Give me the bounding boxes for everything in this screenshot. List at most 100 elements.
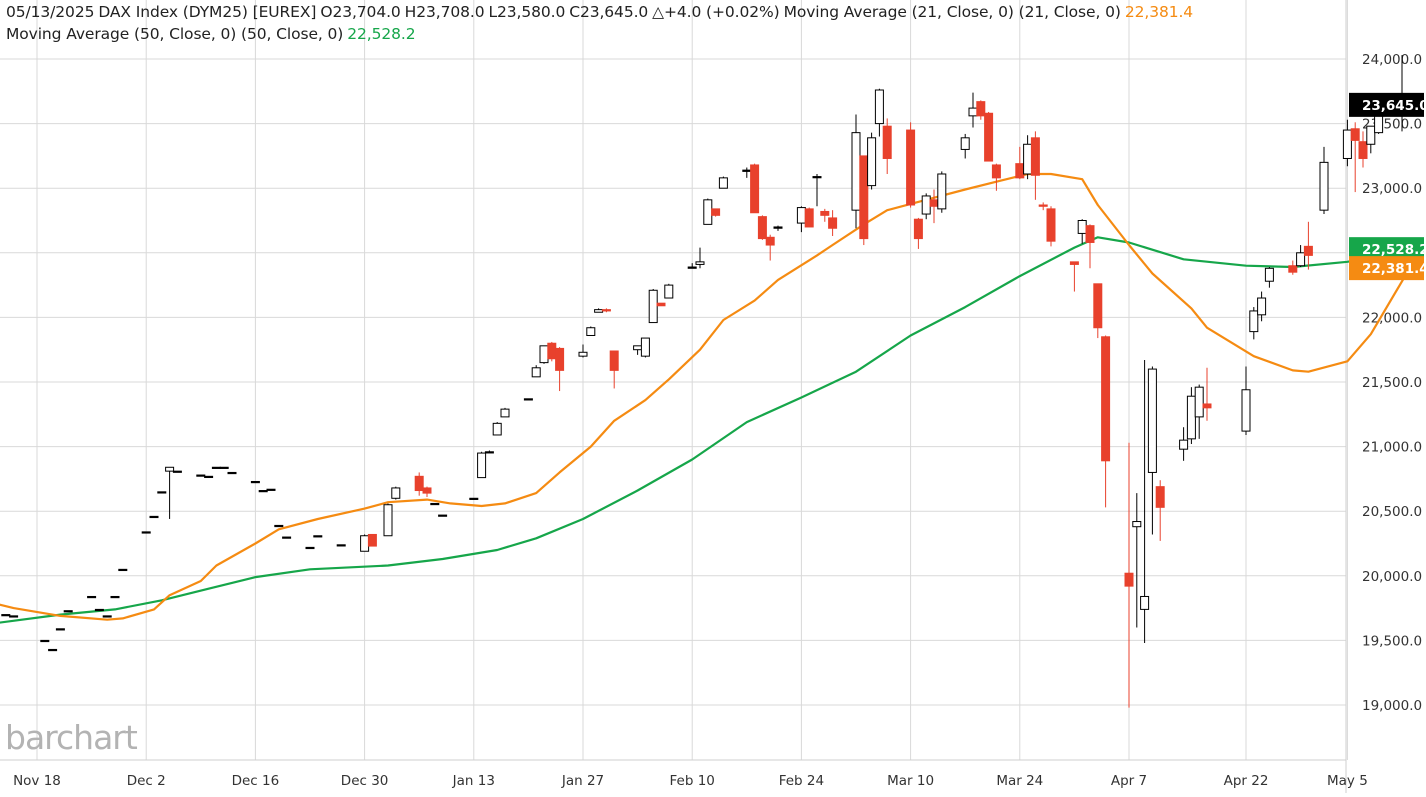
- candle: [141, 531, 151, 534]
- header-symbol: DAX Index (DYM25) [EUREX]: [98, 3, 317, 21]
- candle: [1342, 119, 1352, 167]
- candle: [1, 614, 11, 617]
- candle: [609, 350, 619, 389]
- ma21-line: [0, 172, 1411, 621]
- x-tick-label: Feb 10: [670, 773, 715, 789]
- candle: [859, 155, 869, 246]
- candle: [742, 167, 752, 178]
- candle: [227, 471, 237, 475]
- candle-body: [555, 347, 565, 371]
- candle: [1093, 283, 1103, 339]
- candle: [102, 615, 112, 618]
- candle-body: [1296, 252, 1306, 267]
- candle-body: [711, 208, 721, 216]
- candle-body: [9, 615, 19, 618]
- candle-body: [937, 173, 947, 210]
- candle: [172, 470, 182, 473]
- candle: [656, 302, 666, 307]
- candle-body: [1093, 283, 1103, 329]
- candle-body: [523, 398, 533, 401]
- candle-body: [757, 216, 767, 240]
- candle-body: [165, 466, 175, 472]
- candle: [695, 247, 705, 269]
- candle-body: [141, 531, 151, 534]
- candles: [1, 55, 1415, 708]
- candle: [258, 490, 268, 493]
- candle-body: [1155, 486, 1165, 508]
- candle-body: [960, 137, 970, 150]
- candle-body: [804, 208, 814, 228]
- candle-body: [796, 207, 806, 224]
- candle: [1202, 367, 1212, 421]
- candle-body: [1288, 265, 1298, 273]
- candle-body: [929, 199, 939, 207]
- y-tick-label: 19,000.0: [1362, 698, 1422, 714]
- candle: [492, 422, 502, 436]
- candle-body: [1132, 521, 1142, 528]
- candle: [477, 451, 487, 479]
- candle: [796, 206, 806, 233]
- ma50-legend-label: Moving Average (50, Close, 0) (50, Close…: [6, 25, 344, 43]
- candle: [1069, 261, 1079, 292]
- candle-body: [874, 89, 884, 125]
- chart-header-line-1: 05/13/2025 DAX Index (DYM25) [EUREX] O23,7…: [6, 3, 1197, 21]
- candle-body: [851, 132, 861, 211]
- candle: [1249, 307, 1259, 340]
- candle-body: [1077, 220, 1087, 234]
- candle-body: [118, 568, 128, 572]
- candle: [804, 207, 814, 228]
- candle-body: [211, 466, 221, 469]
- candle-body: [601, 309, 611, 312]
- candle: [383, 503, 393, 537]
- candle: [1366, 125, 1376, 154]
- candle: [750, 163, 760, 214]
- candle-body: [48, 648, 58, 652]
- candle-body: [921, 195, 931, 215]
- x-tick-label: Apr 22: [1224, 773, 1269, 789]
- candle: [929, 189, 939, 224]
- candle-body: [94, 608, 104, 612]
- candle: [703, 198, 713, 225]
- candle: [812, 173, 822, 207]
- candle-body: [913, 218, 923, 240]
- y-tick-label: 24,000.0: [1362, 52, 1422, 68]
- candle: [539, 345, 549, 364]
- candle-body: [1023, 143, 1033, 175]
- candle-body: [718, 177, 728, 189]
- candle-body: [828, 217, 838, 229]
- candle: [991, 163, 1001, 191]
- ma21-legend-label: Moving Average (21, Close, 0) (21, Close…: [783, 3, 1121, 21]
- candle: [1085, 224, 1095, 269]
- candle-body: [578, 351, 588, 357]
- candle-body: [976, 101, 986, 117]
- header-change: △+4.0 (+0.02%): [652, 3, 780, 21]
- candle-body: [55, 628, 65, 631]
- candle-body: [1358, 141, 1368, 159]
- candle-body: [820, 210, 830, 216]
- candle: [313, 535, 323, 538]
- x-tick-label: Dec 16: [232, 773, 280, 789]
- candle-body: [336, 544, 346, 547]
- candle-body: [204, 475, 214, 479]
- candle-body: [633, 345, 643, 351]
- ma21-legend-value: 22,381.4: [1124, 3, 1194, 21]
- candle: [63, 610, 73, 613]
- candle-body: [1342, 129, 1352, 159]
- candle: [204, 475, 214, 479]
- ma50-tag-text: 22,528.2: [1362, 242, 1426, 258]
- candle-body: [1257, 297, 1267, 316]
- candle: [196, 474, 206, 477]
- candle-body: [1069, 261, 1079, 265]
- chart-header-line-2: Moving Average (50, Close, 0) (50, Close…: [6, 25, 420, 43]
- candle-body: [149, 515, 159, 519]
- header-date: 05/13/2025: [6, 3, 95, 21]
- candle: [118, 568, 128, 572]
- candle-body: [305, 546, 315, 550]
- candle: [1124, 442, 1134, 708]
- candle: [913, 217, 923, 249]
- candle: [586, 326, 596, 336]
- candle: [1023, 135, 1033, 180]
- candle-body: [313, 535, 323, 538]
